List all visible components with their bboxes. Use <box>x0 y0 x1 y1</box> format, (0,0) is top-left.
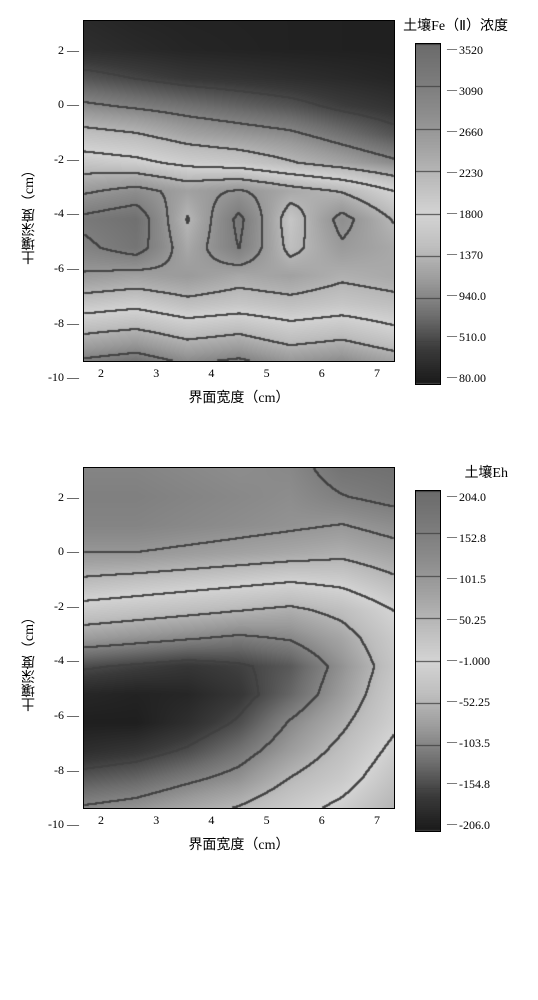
x-tick: 5 <box>264 366 270 381</box>
colorbar-tick: 101.5 <box>447 573 490 585</box>
colorbar-tick: -52.25 <box>447 696 490 708</box>
colorbar-tick: 940.0 <box>447 290 486 302</box>
plot-area: 土壤深度（cm） 2 — 0 — -2 — -4 — -6 — -8 — -10 — 2 3 4 5 6… <box>20 467 518 854</box>
colorbar-tick: 3520 <box>447 44 486 56</box>
colorbar-tick: -154.8 <box>447 778 490 790</box>
x-tick: 5 <box>264 813 270 828</box>
chart-container: 土壤Fe（Ⅱ）浓度土壤深度（cm）2 —0 —-2 —-4 —-6 —-8 —-… <box>20 20 518 407</box>
colorbar-tick: 3090 <box>447 85 486 97</box>
y-tick: -10 — <box>48 818 79 830</box>
x-tick: 4 <box>208 366 214 381</box>
x-tick: 2 <box>98 813 104 828</box>
x-tick: 2 <box>98 366 104 381</box>
colorbar-tick: 50.25 <box>447 614 490 626</box>
y-tick: -6 — <box>54 262 79 274</box>
x-axis-ticks: 2 3 4 5 6 7 <box>84 813 394 828</box>
y-tick: -2 — <box>54 600 79 612</box>
colorbar-tick: 80.00 <box>447 372 486 384</box>
chart-title: 土壤Fe（Ⅱ）浓度 <box>403 15 508 35</box>
x-tick: 3 <box>153 813 159 828</box>
y-tick: 2 — <box>58 44 79 56</box>
y-tick: 2 — <box>58 491 79 503</box>
colorbar-gradient <box>415 43 441 385</box>
plot-area: 土壤深度（cm） 2 — 0 — -2 — -4 — -6 — -8 — -10 — 2 3 4 5 6… <box>20 20 518 407</box>
colorbar-tick: 510.0 <box>447 331 486 343</box>
colorbar-tick: 1370 <box>447 249 486 261</box>
chart-container: 土壤Eh土壤深度（cm）2 —0 —-2 —-4 —-6 —-8 —-10 —2… <box>20 467 518 854</box>
y-tick: -8 — <box>54 317 79 329</box>
x-axis-ticks: 2 3 4 5 6 7 <box>84 366 394 381</box>
axis-block: 2 3 4 5 6 7 界面宽度（cm） <box>83 20 395 407</box>
y-axis-ticks: 2 — 0 — -2 — -4 — -6 — -8 — -10 — <box>48 44 83 384</box>
x-tick: 4 <box>208 813 214 828</box>
y-tick: -6 — <box>54 709 79 721</box>
y-axis-label: 土壤深度（cm） <box>20 163 40 264</box>
colorbar-tick: 152.8 <box>447 532 490 544</box>
x-tick: 3 <box>153 366 159 381</box>
colorbar-tick: 2660 <box>447 126 486 138</box>
chart-title: 土壤Eh <box>464 462 508 482</box>
y-tick: -4 — <box>54 654 79 666</box>
colorbar: 204.0 152.8 101.5 50.25 -1.000 -52.25 -103.5 -1… <box>415 490 490 832</box>
colorbar-labels: 3520 3090 2660 2230 1800 1370 940.0 510.0 80.00 <box>447 44 486 384</box>
colorbar-tick: 1800 <box>447 208 486 220</box>
axis-block: 2 3 4 5 6 7 界面宽度（cm） <box>83 467 395 854</box>
x-tick: 6 <box>319 366 325 381</box>
y-axis-ticks: 2 — 0 — -2 — -4 — -6 — -8 — -10 — <box>48 491 83 831</box>
colorbar-tick: -206.0 <box>447 819 490 831</box>
y-tick: 0 — <box>58 545 79 557</box>
y-axis-label: 土壤深度（cm） <box>20 610 40 711</box>
y-tick: -2 — <box>54 153 79 165</box>
y-tick: -10 — <box>48 371 79 383</box>
colorbar-tick: 204.0 <box>447 491 490 503</box>
colorbar-labels: 204.0 152.8 101.5 50.25 -1.000 -52.25 -103.5 -1… <box>447 491 490 831</box>
x-tick: 6 <box>319 813 325 828</box>
colorbar-gradient <box>415 490 441 832</box>
colorbar-tick: -1.000 <box>447 655 490 667</box>
contour-plot <box>83 467 395 809</box>
x-axis-label: 界面宽度（cm） <box>84 834 394 854</box>
x-axis-label: 界面宽度（cm） <box>84 387 394 407</box>
y-tick: -4 — <box>54 207 79 219</box>
y-tick: -8 — <box>54 764 79 776</box>
colorbar: 3520 3090 2660 2230 1800 1370 940.0 510.0 80.00 <box>415 43 486 385</box>
x-tick: 7 <box>374 366 380 381</box>
x-tick: 7 <box>374 813 380 828</box>
y-tick: 0 — <box>58 98 79 110</box>
colorbar-tick: -103.5 <box>447 737 490 749</box>
colorbar-tick: 2230 <box>447 167 486 179</box>
contour-plot <box>83 20 395 362</box>
